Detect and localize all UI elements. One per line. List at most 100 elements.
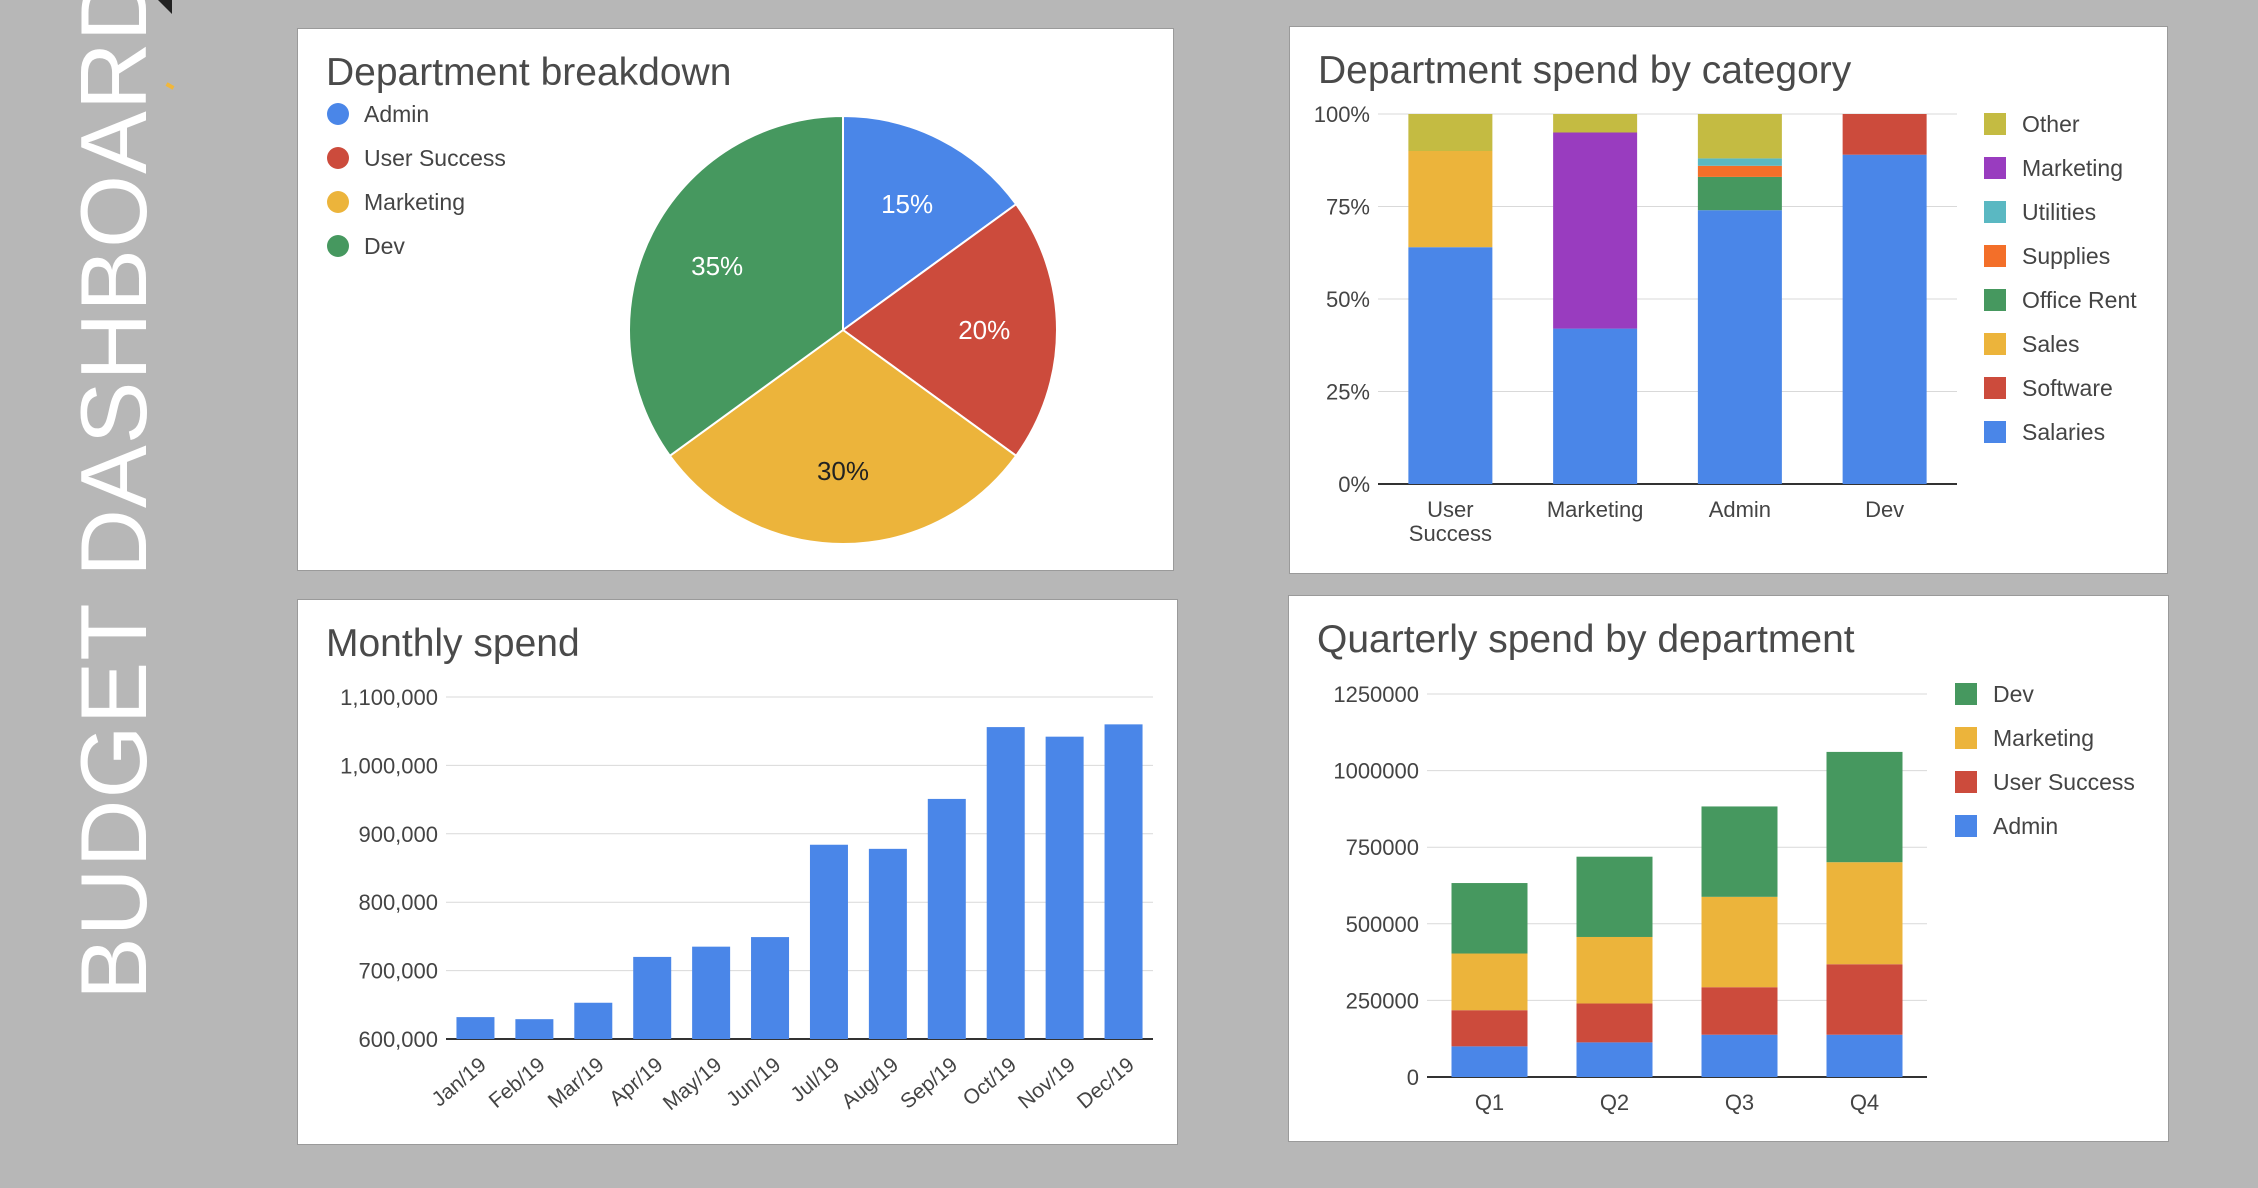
corner-mark <box>158 0 172 14</box>
monthly-spend-card: Monthly spend 600,000 700,000 800,000 900,0… <box>297 599 1178 1145</box>
pie-slice-dev <box>628 114 844 458</box>
pie-slice-marketing <box>668 328 1018 546</box>
legend-swatch <box>327 147 349 169</box>
x-tick-label: Q2 <box>1600 1090 1629 1115</box>
monthly-bar <box>751 937 790 1039</box>
department-spend-card: Department spend by category 0% 25% 50% 75%… <box>1289 26 2168 574</box>
y-tick-label: 750000 <box>1346 835 1419 860</box>
x-tick-label: Apr/19 <box>605 1053 667 1110</box>
dashboard-title: BUDGET DASHBOARD <box>61 0 166 1000</box>
bar-segment-dev <box>1451 883 1528 954</box>
bar-segment-user-success <box>1451 1010 1528 1047</box>
x-tick-label: User <box>1427 497 1473 522</box>
legend-swatch <box>327 103 349 125</box>
bar-segment-marketing <box>1451 953 1528 1011</box>
y-tick-label: 1,000,000 <box>340 753 438 778</box>
y-tick-label: 100% <box>1314 102 1370 127</box>
quarterly-spend-chart: 0 250000 500000 750000 1000000 1250000 Q1 Q2 Q3 Q… <box>1333 681 2135 1115</box>
x-tick-label: Marketing <box>1547 497 1644 522</box>
legend-swatch <box>1955 683 1977 705</box>
bar-segment-user-success <box>1701 987 1778 1035</box>
bar-segment-marketing <box>1826 862 1903 965</box>
legend-label: Office Rent <box>2022 287 2137 313</box>
y-tick-label: 75% <box>1326 195 1370 220</box>
legend-label: Supplies <box>2022 243 2110 269</box>
monthly-bar <box>809 844 848 1039</box>
y-tick-label: 800,000 <box>358 890 438 915</box>
bar-segment-other <box>1408 114 1493 151</box>
x-tick-label: Dec/19 <box>1073 1053 1139 1113</box>
pie-value-label: 15% <box>881 189 933 219</box>
x-tick-label: May/19 <box>659 1053 727 1115</box>
department-breakdown-chart: 15% 20% 30% 35% Admin User Success Marketing De… <box>327 101 1058 546</box>
y-tick-label: 50% <box>1326 287 1370 312</box>
bar-segment-admin <box>1451 1046 1528 1077</box>
pie-value-label: 30% <box>817 456 869 486</box>
legend-label: Dev <box>1993 681 2034 707</box>
x-tick-label: Aug/19 <box>837 1053 903 1113</box>
legend-swatch <box>1984 421 2006 443</box>
bar-segment-marketing <box>1701 896 1778 988</box>
chart-title: Department breakdown <box>326 51 732 94</box>
legend-label: Marketing <box>364 189 465 215</box>
bar-segment-admin <box>1576 1042 1653 1077</box>
x-tick-label: Feb/19 <box>485 1053 550 1113</box>
pie-slice-user-success <box>841 202 1058 458</box>
accent-mark <box>165 82 175 90</box>
bar-segment-salaries <box>1697 210 1782 484</box>
x-tick-label: Q4 <box>1850 1090 1879 1115</box>
legend-swatch <box>1984 201 2006 223</box>
x-tick-label: Jan/19 <box>428 1053 491 1111</box>
pie-value-label: 35% <box>691 251 743 281</box>
legend-swatch <box>1955 771 1977 793</box>
monthly-bar <box>1104 724 1143 1039</box>
bar-segment-other <box>1553 114 1638 133</box>
legend-swatch <box>327 191 349 213</box>
monthly-bar <box>574 1002 613 1039</box>
x-tick-label: Q3 <box>1725 1090 1754 1115</box>
legend-swatch <box>1984 377 2006 399</box>
x-tick-label: Admin <box>1709 497 1771 522</box>
y-tick-label: 1000000 <box>1333 759 1419 784</box>
legend-swatch <box>1955 727 1977 749</box>
legend-label: Dev <box>364 233 405 259</box>
legend-label: Salaries <box>2022 419 2105 445</box>
bar-segment-admin <box>1701 1034 1778 1077</box>
legend-swatch <box>1984 157 2006 179</box>
bar-segment-user-success <box>1826 964 1903 1035</box>
bar-segment-salaries <box>1408 247 1493 484</box>
x-tick-label: Sep/19 <box>896 1053 962 1113</box>
monthly-bar <box>515 1019 554 1039</box>
bar-segment-supplies <box>1697 165 1782 177</box>
y-tick-label: 0 <box>1407 1065 1419 1090</box>
bar-segment-salaries <box>1553 328 1638 484</box>
x-tick-label: Jun/19 <box>722 1053 785 1111</box>
legend-label: Other <box>2022 111 2080 137</box>
monthly-bar <box>692 946 731 1039</box>
legend-swatch <box>1955 815 1977 837</box>
legend-label: Sales <box>2022 331 2080 357</box>
bar-segment-utilities <box>1697 158 1782 166</box>
y-tick-label: 0% <box>1338 472 1370 497</box>
legend-swatch <box>1984 113 2006 135</box>
legend-swatch <box>1984 289 2006 311</box>
monthly-bar <box>633 956 672 1039</box>
x-tick-label: Mar/19 <box>544 1053 609 1113</box>
y-tick-label: 500000 <box>1346 912 1419 937</box>
x-tick-label: Jul/19 <box>786 1053 844 1107</box>
pie-slice-admin <box>842 114 1018 332</box>
department-breakdown-card: Department breakdown 15% 20% 30% 35% Admin Us… <box>297 28 1174 571</box>
y-tick-label: 1250000 <box>1333 682 1419 707</box>
bar-segment-dev <box>1826 751 1903 863</box>
bar-segment-sales <box>1408 151 1493 248</box>
bar-segment-user-success <box>1576 1003 1653 1043</box>
y-tick-label: 1,100,000 <box>340 685 438 710</box>
bar-segment-marketing <box>1553 132 1638 329</box>
monthly-bar <box>986 727 1025 1039</box>
legend-label: Marketing <box>2022 155 2123 181</box>
bar-segment-software <box>1842 114 1927 155</box>
bar-segment-dev <box>1701 806 1778 897</box>
y-tick-label: 700,000 <box>358 959 438 984</box>
monthly-spend-chart: 600,000 700,000 800,000 900,000 1,000,000 1,1… <box>340 685 1153 1115</box>
